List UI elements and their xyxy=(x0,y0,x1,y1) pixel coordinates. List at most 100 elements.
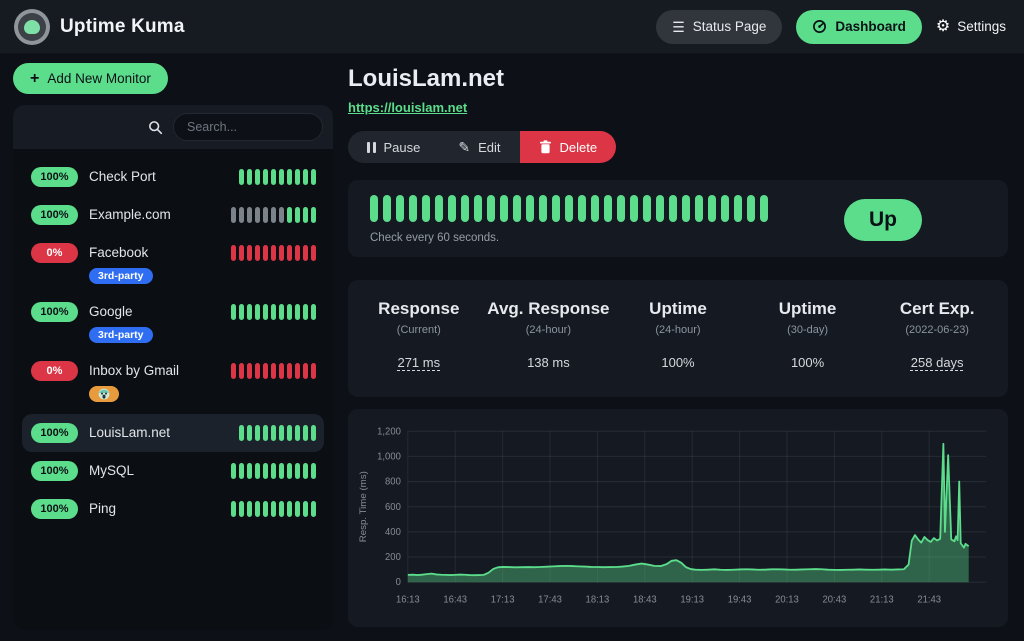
heartbeat-bar xyxy=(287,207,292,223)
y-tick-label: 600 xyxy=(385,502,401,513)
heartbeat-bar xyxy=(311,463,316,479)
heartbeat-bar[interactable] xyxy=(617,195,625,222)
heartbeat-bar xyxy=(271,463,276,479)
navbar: Uptime Kuma ☰ Status Page Dashboard ⚙ Se… xyxy=(0,0,1024,54)
heartbeat-bar[interactable] xyxy=(552,195,560,222)
heartbeat-bar xyxy=(239,501,244,517)
y-tick-label: 200 xyxy=(385,552,401,563)
heartbeat-bar xyxy=(247,425,252,441)
heartbeat-bar[interactable] xyxy=(747,195,755,222)
heartbeat-bar[interactable] xyxy=(565,195,573,222)
heartbeat-bar[interactable] xyxy=(435,195,443,222)
heartbeat-bar xyxy=(231,304,236,320)
y-axis-label: Resp. Time (ms) xyxy=(358,471,369,542)
heartbeat-bar[interactable] xyxy=(461,195,469,222)
stat-subtitle: (2022-06-23) xyxy=(905,324,969,336)
monitor-name: Inbox by Gmail xyxy=(89,363,180,378)
heartbeat-bar[interactable] xyxy=(370,195,378,222)
heartbeat-bar[interactable] xyxy=(578,195,586,222)
search-input[interactable] xyxy=(173,113,323,141)
heartbeat-bar xyxy=(311,304,316,320)
heartbeat-bar[interactable] xyxy=(448,195,456,222)
heartbeat-bar xyxy=(247,169,252,185)
monitor-name: Facebook xyxy=(89,245,149,260)
heartbeat-bar[interactable] xyxy=(669,195,677,222)
heartbeat-bar xyxy=(279,245,284,261)
uptime-percent-badge: 100% xyxy=(31,423,78,443)
heartbeat-mini-row xyxy=(231,363,316,379)
monitor-row[interactable]: 100% Check Port xyxy=(22,158,324,196)
monitor-row[interactable]: 0% Facebook 3rd-party xyxy=(22,234,324,293)
heartbeat-bar[interactable] xyxy=(526,195,534,222)
monitor-url-link[interactable]: https://louislam.net xyxy=(348,100,468,115)
heartbeat-bar xyxy=(279,207,284,223)
heartbeat-bar[interactable] xyxy=(474,195,482,222)
heartbeat-bar xyxy=(247,304,252,320)
heartbeat-bar[interactable] xyxy=(396,195,404,222)
dashboard-button[interactable]: Dashboard xyxy=(796,9,922,44)
monitor-row[interactable]: 100% Example.com xyxy=(22,196,324,234)
heartbeat-bar[interactable] xyxy=(708,195,716,222)
heartbeat-bar[interactable] xyxy=(539,195,547,222)
y-tick-label: 1,000 xyxy=(377,451,401,462)
stat-title: Cert Exp. xyxy=(899,299,975,318)
monitor-row[interactable]: 100% MySQL xyxy=(22,452,324,490)
gear-icon: ⚙ xyxy=(935,17,951,35)
heartbeat-bar[interactable] xyxy=(422,195,430,222)
x-tick-label: 20:13 xyxy=(775,595,799,606)
pencil-icon: ✎ xyxy=(458,139,471,155)
monitor-tag: 3rd-party xyxy=(89,268,153,284)
heartbeat-bar xyxy=(255,169,260,185)
heartbeat-mini-row xyxy=(231,501,316,517)
heartbeat-bar[interactable] xyxy=(604,195,612,222)
status-page-button[interactable]: ☰ Status Page xyxy=(656,9,783,44)
heartbeat-bar[interactable] xyxy=(591,195,599,222)
stat-subtitle: (24-hour) xyxy=(655,324,701,336)
heartbeat-bar xyxy=(247,501,252,517)
monitor-name: Check Port xyxy=(89,169,156,184)
heartbeat-bar[interactable] xyxy=(409,195,417,222)
heartbeat-bar[interactable] xyxy=(721,195,729,222)
trash-icon xyxy=(539,140,551,154)
x-tick-label: 16:13 xyxy=(396,595,420,606)
heartbeat-bar[interactable] xyxy=(383,195,391,222)
monitor-row[interactable]: 100% Google 3rd-party xyxy=(22,293,324,352)
heartbeat-bar xyxy=(263,245,268,261)
heartbeat-bar[interactable] xyxy=(695,195,703,222)
x-tick-label: 16:43 xyxy=(443,595,467,606)
uptime-kuma-logo-icon xyxy=(14,8,50,45)
list-icon: ☰ xyxy=(672,18,685,35)
pause-button[interactable]: Pause xyxy=(348,131,440,163)
monitor-name: MySQL xyxy=(89,463,135,478)
add-new-monitor-button[interactable]: + Add New Monitor xyxy=(13,63,168,94)
heartbeat-bar[interactable] xyxy=(630,195,638,222)
heartbeat-bar xyxy=(239,207,244,223)
monitor-row[interactable]: 100% LouisLam.net xyxy=(22,414,324,452)
heartbeat-bar[interactable] xyxy=(500,195,508,222)
x-tick-label: 21:43 xyxy=(917,595,941,606)
heartbeat-bar xyxy=(295,207,300,223)
monitor-row[interactable]: 100% Ping xyxy=(22,490,324,528)
heartbeat-bar[interactable] xyxy=(682,195,690,222)
search-icon[interactable] xyxy=(148,120,163,135)
heartbeat-bar[interactable] xyxy=(513,195,521,222)
heartbeat-bar xyxy=(231,463,236,479)
stat-title: Uptime xyxy=(649,299,707,318)
stat-subtitle: (30-day) xyxy=(787,324,829,336)
heartbeat-bar[interactable] xyxy=(734,195,742,222)
heartbeat-bar[interactable] xyxy=(760,195,768,222)
monitor-row[interactable]: 0% Inbox by Gmail xyxy=(22,352,324,414)
sidebar: + Add New Monitor 100% Check Port 100% Exam… xyxy=(13,63,333,641)
heartbeat-bar[interactable] xyxy=(656,195,664,222)
delete-button[interactable]: Delete xyxy=(519,131,617,163)
heartbeat-bar[interactable] xyxy=(643,195,651,222)
check-interval-text: Check every 60 seconds. xyxy=(370,232,500,244)
heartbeat-mini-row xyxy=(239,169,316,185)
monitor-list: 100% Check Port 100% Example.com 0% Facebook 3… xyxy=(13,149,333,537)
settings-button[interactable]: ⚙ Settings xyxy=(935,17,1006,35)
edit-button[interactable]: ✎ Edit xyxy=(439,131,520,163)
heartbeat-bar xyxy=(255,207,260,223)
settings-label: Settings xyxy=(957,19,1006,34)
heartbeat-bar[interactable] xyxy=(487,195,495,222)
heartbeat-bar xyxy=(271,501,276,517)
